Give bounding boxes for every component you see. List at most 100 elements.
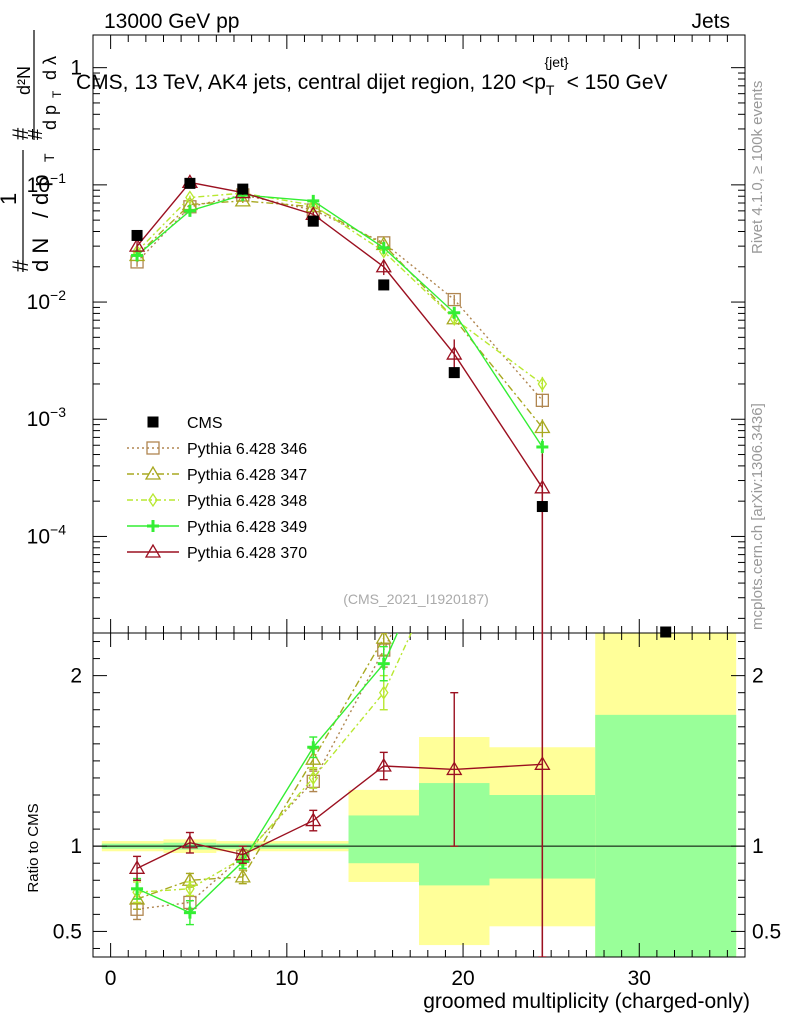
ratio-point-3-4: [377, 657, 390, 670]
title-pT-sub: T: [546, 82, 555, 98]
y-tick-label-1: 10−1: [27, 170, 67, 197]
ratio-point-3-3: [307, 741, 320, 754]
legend-marker-4: [144, 543, 162, 558]
x-tick-label-1: 10: [275, 967, 298, 990]
x-axis-label: groomed multiplicity (charged-only): [423, 990, 750, 1013]
series-point-3-1: [183, 204, 196, 217]
ratio-point-3-0: [131, 882, 144, 895]
ratio-tick-label-right-1: 1: [752, 835, 764, 858]
ratio-point-4-0: [128, 860, 146, 874]
y-tick-label-0: 1: [70, 57, 82, 80]
ratio-point-1-3: [305, 750, 322, 765]
legend-label-1: Pythia 6.428 347: [187, 467, 307, 484]
band-green-4: [348, 815, 419, 864]
ratio-point-2-3: [308, 770, 319, 786]
title-part-b: < 150 GeV: [567, 71, 668, 94]
ratio-uncertainty-bands: [101, 633, 737, 957]
ylabel-slash: /: [28, 211, 53, 218]
ratio-line-2: [137, 633, 412, 893]
ratio-line-1: [136, 633, 388, 900]
ylabel-den-dpT-sub: T: [50, 90, 64, 98]
ratio-point-1-2: [234, 868, 251, 883]
series-point-4-5: [446, 345, 463, 360]
ylabel-num-d2N: d²N: [14, 66, 34, 95]
ratio-panel-series: [128, 633, 551, 957]
main-frame: [92, 34, 746, 634]
ratio-point-4-5: [446, 761, 463, 776]
series-point-3-4: [377, 241, 390, 254]
series-point-3-6: [536, 440, 549, 453]
ratio-line-3: [136, 633, 399, 914]
ylabel-dN: d N: [28, 238, 53, 272]
series-point-0-5: [447, 292, 461, 307]
series-point-4-4: [375, 258, 392, 273]
ratio-point-4-6: [534, 756, 551, 770]
title-pT-sup: {jet}: [544, 54, 568, 70]
cms-point-6: [536, 501, 548, 513]
series-point-2-1: [185, 190, 195, 205]
chart-title: CMS, 13 TeV, AK4 jets, central dijet reg…: [76, 54, 668, 98]
series-point-0-6: [535, 393, 550, 407]
legend-marker-2: [148, 492, 158, 508]
series-point-3-3: [307, 194, 320, 207]
ratio-tick-label-right-2: 2: [752, 665, 764, 688]
ratio-tick-label-left-0: 0.5: [53, 920, 82, 943]
legend-marker-0: [146, 441, 160, 455]
legend-label-2: Pythia 6.428 348: [187, 493, 307, 510]
legend: CMS Pythia 6.428 346 Pythia 6.428 347 Pythi…: [127, 415, 307, 562]
y-tick-label-2: 10−2: [27, 287, 67, 314]
cms-point-0: [131, 229, 143, 241]
ratio-tick-label-left-1: 1: [70, 835, 82, 858]
ratio-point-4-3: [305, 812, 322, 827]
ratio-point-2-4: [378, 685, 389, 700]
series-point-1-6: [534, 419, 551, 434]
ratio-point-2-1: [185, 881, 195, 896]
cms-point-4: [378, 279, 390, 291]
y-tick-label-4: 10−4: [27, 521, 67, 548]
main-panel-series: [128, 174, 672, 957]
ylabel-dpT-sub: T: [41, 153, 57, 162]
y-tick-label-3: 10−3: [27, 404, 67, 431]
x-tick-label-2: 20: [451, 967, 474, 990]
ylabel-dpT: d p: [28, 174, 53, 205]
legend-label-4: Pythia 6.428 370: [187, 545, 307, 562]
ratio-tick-label-right-0: 0.5: [752, 920, 781, 943]
ratio-point-1-4: [375, 633, 392, 644]
mcplots-label: mcplots.cern.ch [arXiv:1306.3436]: [749, 403, 766, 630]
x-tick-label-3: 30: [628, 967, 651, 990]
ratio-point-4-2: [234, 846, 251, 861]
cms-point-5: [448, 367, 460, 379]
y-axis-label: # 1 d N / d p T # # d²N d p T d λ: [0, 30, 64, 272]
series-line-0: [136, 194, 543, 401]
series-point-4-0: [128, 237, 146, 252]
cms-point-3: [307, 215, 319, 227]
legend-marker-3: [147, 520, 159, 532]
cms-point-2: [237, 183, 249, 195]
title-part-a: CMS, 13 TeV, AK4 jets, central dijet reg…: [76, 71, 546, 94]
ratio-y-axis-label: Ratio to CMS: [25, 803, 42, 892]
analysis-id: (CMS_2021_I1920187): [343, 591, 489, 607]
header-right: Jets: [691, 10, 730, 33]
cms-point-1: [184, 177, 196, 189]
ratio-point-4-1: [181, 834, 199, 849]
series-point-3-5: [448, 306, 461, 319]
legend-cms-marker: [147, 416, 159, 428]
header-left: 13000 GeV pp: [104, 10, 239, 33]
legend-marker-1: [144, 465, 162, 480]
ylabel-den-dlambda: d λ: [40, 56, 60, 80]
band-green-7: [595, 714, 737, 957]
ylabel-den-dpT: d p: [40, 105, 60, 130]
legend-label-0: Pythia 6.428 346: [187, 441, 307, 458]
series-point-2-6: [537, 376, 548, 392]
axes: 0 10 20 30 1 10−1 10−2 10−3 10−4 0.5 0.5 1 1 2 2: [27, 34, 781, 990]
series-point-1-2: [234, 192, 251, 207]
ylabel-one: 1: [0, 193, 21, 205]
ratio-point-1-0: [128, 890, 146, 905]
cms-point-7: [660, 626, 672, 638]
ratio-point-4-4: [375, 757, 392, 772]
rivet-label: Rivet 4.1.0, ≥ 100k events: [749, 81, 766, 254]
ylabel-hash-1: #: [8, 259, 33, 272]
series-line-3: [136, 194, 543, 448]
ylabel-hash-3: #: [25, 128, 47, 140]
